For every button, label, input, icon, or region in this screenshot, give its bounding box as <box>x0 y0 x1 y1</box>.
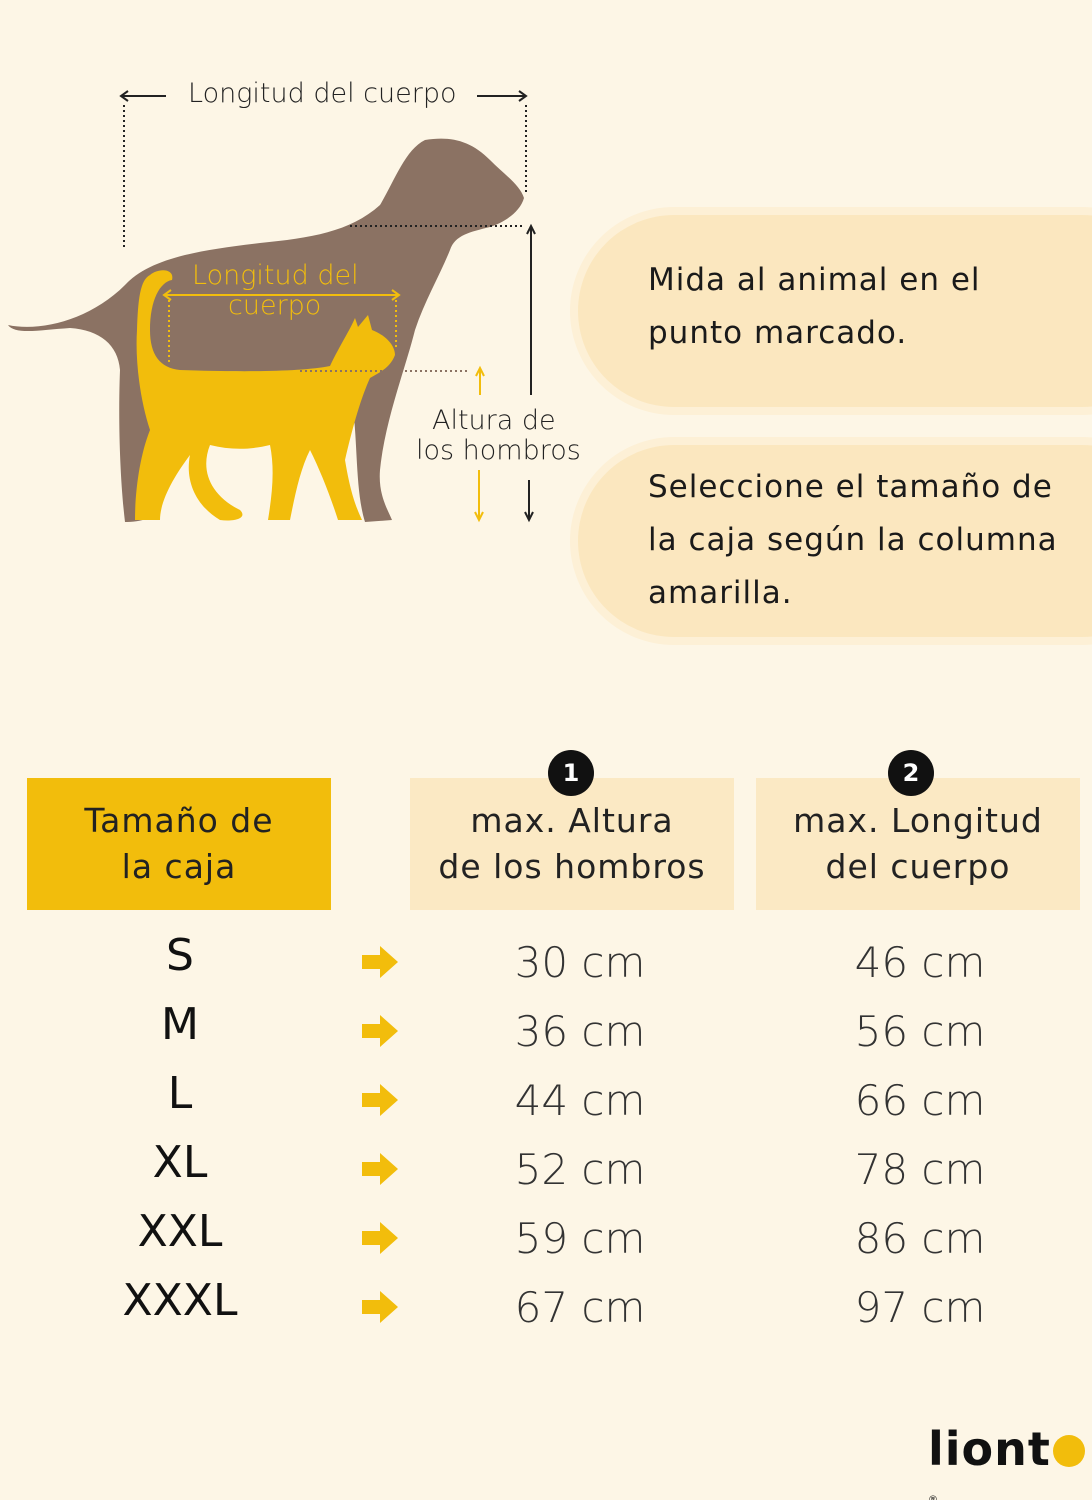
instruction-2-line: la caja según la columna <box>648 522 1058 558</box>
cat-length-label-2: cuerpo <box>228 290 322 321</box>
arrow-right-icon <box>362 1222 398 1254</box>
table-row: S 30 cm 46 cm <box>0 930 1092 990</box>
table-row: XL 52 cm 78 cm <box>0 1137 1092 1197</box>
arrow-right-icon <box>362 1084 398 1116</box>
lionto-logo: liont® <box>928 1422 1092 1500</box>
instruction-2-line: Seleccione el tamaño de <box>648 469 1053 505</box>
instruction-1-line: Mida al animal en el <box>648 262 981 298</box>
cat-length-label: Longitud del <box>192 260 359 291</box>
size-label: XL <box>152 1137 208 1188</box>
table-row: L 44 cm 66 cm <box>0 1068 1092 1128</box>
header-shoulder-height: max. Altura de los hombros <box>410 778 734 910</box>
body-length-value: 56 cm <box>854 1007 986 1056</box>
arrow-right-icon <box>362 946 398 978</box>
shoulder-height-value: 30 cm <box>514 938 646 987</box>
dog-silhouette <box>8 138 524 522</box>
shoulder-height-value: 36 cm <box>514 1007 646 1056</box>
body-length-value: 46 cm <box>854 938 986 987</box>
size-label: XXL <box>137 1206 223 1257</box>
instruction-bubble-1 <box>578 215 1092 407</box>
instruction-1: Mida al animal en el punto marcado. <box>648 254 981 360</box>
shoulder-height-value: 52 cm <box>514 1145 646 1194</box>
arrow-right-icon <box>362 1015 398 1047</box>
table-row: M 36 cm 56 cm <box>0 999 1092 1059</box>
instruction-1-line: punto marcado. <box>648 315 908 351</box>
body-length-value: 78 cm <box>854 1145 986 1194</box>
body-length-value: 86 cm <box>854 1214 986 1263</box>
size-label: L <box>167 1068 193 1119</box>
header-text: Tamaño de <box>84 801 274 840</box>
size-label: M <box>161 999 199 1050</box>
size-label: S <box>166 930 194 981</box>
instruction-bubble-2 <box>578 445 1092 637</box>
shoulder-height-value: 59 cm <box>514 1214 646 1263</box>
header-text: max. Longitud <box>793 801 1043 840</box>
header-box-size: Tamaño de la caja <box>27 778 331 910</box>
body-length-value: 66 cm <box>854 1076 986 1125</box>
shoulder-height-label-2: los hombros <box>416 435 581 466</box>
instruction-2-line: amarilla. <box>648 575 793 611</box>
cat-silhouette <box>135 270 395 521</box>
header-text: del cuerpo <box>825 847 1011 886</box>
dog-cat-diagram <box>8 90 536 523</box>
arrow-right-icon <box>362 1153 398 1185</box>
header-text: max. Altura <box>470 801 674 840</box>
header-body-length: max. Longitud del cuerpo <box>756 778 1080 910</box>
shoulder-height-value: 67 cm <box>514 1283 646 1332</box>
table-row: XXXL 67 cm 97 cm <box>0 1275 1092 1335</box>
size-label: XXXL <box>122 1275 238 1326</box>
arrow-right-icon <box>362 1291 398 1323</box>
table-row: XXL 59 cm 86 cm <box>0 1206 1092 1266</box>
badge-2: 2 <box>888 750 934 796</box>
header-text: la caja <box>121 847 237 886</box>
shoulder-height-value: 44 cm <box>514 1076 646 1125</box>
shoulder-height-label: Altura de <box>432 405 556 436</box>
instruction-2: Seleccione el tamaño de la caja según la… <box>648 461 1058 620</box>
header-text: de los hombros <box>438 847 706 886</box>
body-length-value: 97 cm <box>854 1283 986 1332</box>
body-length-label: Longitud del cuerpo <box>188 78 457 109</box>
badge-1: 1 <box>548 750 594 796</box>
